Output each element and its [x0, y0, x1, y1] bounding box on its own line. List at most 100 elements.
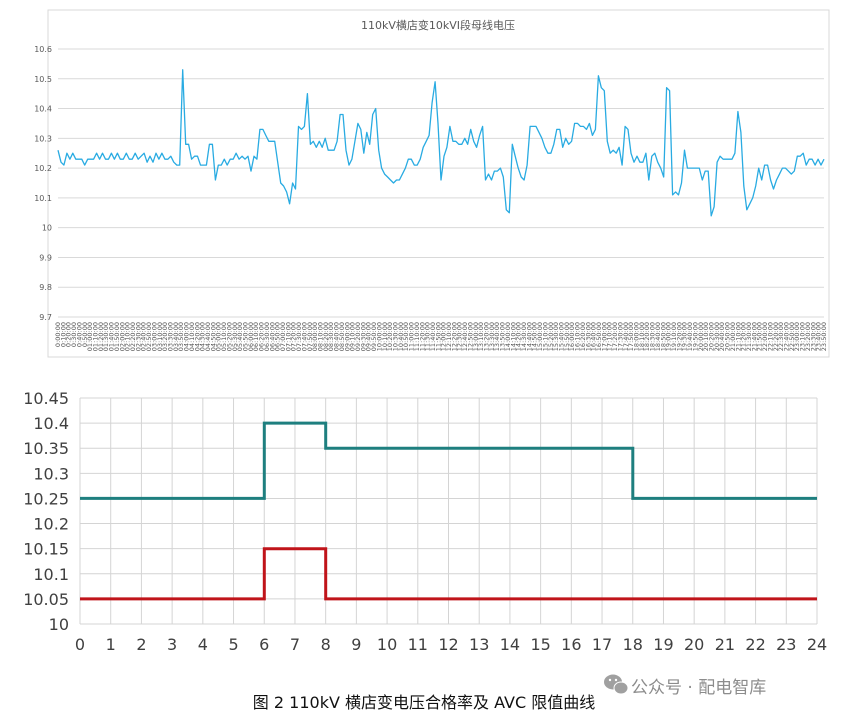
- top-x-tick-label: 11:00:00: [408, 322, 416, 351]
- top-x-tick-label: 16:40:00: [590, 322, 598, 351]
- bottom-x-tick-label: 15: [530, 635, 550, 654]
- top-x-tick-label: 22:30:00: [777, 322, 785, 351]
- top-x-tick-label: 15:30:00: [552, 322, 560, 351]
- bottom-x-tick-label: 24: [807, 635, 827, 654]
- bottom-x-tick-label: 22: [745, 635, 765, 654]
- top-x-tick-label: 07:30:00: [295, 322, 303, 351]
- top-x-tick-label: 15:50:00: [563, 322, 571, 351]
- bottom-x-tick-label: 0: [75, 635, 85, 654]
- top-x-tick-label: 22:10:00: [766, 322, 774, 351]
- top-x-tick-label: 08:20:00: [322, 322, 330, 351]
- top-x-tick-label: 13:10:00: [477, 322, 485, 351]
- top-x-tick-label: 14:20:00: [515, 322, 523, 351]
- top-x-tick-label: 21:20:00: [740, 322, 748, 351]
- bottom-x-tick-label: 10: [377, 635, 397, 654]
- bottom-x-tick-label: 17: [592, 635, 612, 654]
- top-x-tick-label: 17:50:00: [627, 322, 635, 351]
- top-chart-x-ticks: 0:00:000:10:000:20:000:30:000:40:000:50:…: [54, 322, 828, 351]
- top-x-tick-label: 08:10:00: [317, 322, 325, 351]
- top-x-tick-label: 09:00:00: [343, 322, 351, 351]
- top-x-tick-label: 08:00:00: [311, 322, 319, 351]
- bottom-y-tick-label: 10: [49, 615, 69, 634]
- top-x-tick-label: 04:20:00: [193, 322, 201, 351]
- top-x-tick-label: 10:30:00: [392, 322, 400, 351]
- top-x-tick-label: 17:30:00: [616, 322, 624, 351]
- top-x-tick-label: 17:10:00: [606, 322, 614, 351]
- top-x-tick-label: 07:20:00: [290, 322, 298, 351]
- top-x-tick-label: 20:30:00: [713, 322, 721, 351]
- top-x-tick-label: 23:00:00: [793, 322, 801, 351]
- top-x-tick-label: 03:00:00: [150, 322, 158, 351]
- bottom-x-tick-label: 8: [321, 635, 331, 654]
- top-x-tick-label: 21:40:00: [750, 322, 758, 351]
- top-x-tick-label: 18:50:00: [659, 322, 667, 351]
- top-x-tick-label: 14:40:00: [525, 322, 533, 351]
- top-x-tick-label: 06:00:00: [247, 322, 255, 351]
- upper-limit-series-line: [80, 421, 817, 500]
- top-x-tick-label: 05:00:00: [215, 322, 223, 351]
- top-x-tick-label: 18:40:00: [654, 322, 662, 351]
- top-chart-title: 110kV横店变10kVI段母线电压: [361, 18, 515, 32]
- top-x-tick-label: 15:40:00: [558, 322, 566, 351]
- top-x-tick-label: 11:10:00: [413, 322, 421, 351]
- top-x-tick-label: 01:40:00: [108, 322, 116, 351]
- top-x-tick-label: 0:10:00: [59, 322, 67, 347]
- top-x-tick-label: 02:40:00: [140, 322, 148, 351]
- top-x-tick-label: 21:00:00: [729, 322, 737, 351]
- bottom-y-tick-label: 10.1: [33, 565, 69, 584]
- bottom-x-tick-label: 23: [776, 635, 796, 654]
- top-x-tick-label: 12:20:00: [450, 322, 458, 351]
- bottom-x-tick-label: 14: [500, 635, 520, 654]
- top-x-tick-label: 01:10:00: [92, 322, 100, 351]
- bottom-x-tick-label: 3: [167, 635, 177, 654]
- top-x-tick-label: 21:50:00: [756, 322, 764, 351]
- top-x-tick-label: 21:10:00: [734, 322, 742, 351]
- top-x-tick-label: 20:10:00: [702, 322, 710, 351]
- top-x-tick-label: 19:00:00: [665, 322, 673, 351]
- top-x-tick-label: 07:10:00: [284, 322, 292, 351]
- top-y-tick-label: 10.1: [34, 194, 52, 203]
- top-x-tick-label: 0:30:00: [70, 322, 78, 347]
- bottom-chart-y-ticks: 10 10.05 10.1 10.15 10.2 10.25 10.3 10.35 10.4 10…: [23, 389, 69, 634]
- top-x-tick-label: 17:20:00: [611, 322, 619, 351]
- top-x-tick-label: 21:30:00: [745, 322, 753, 351]
- bottom-y-tick-label: 10.15: [23, 540, 69, 559]
- top-x-tick-label: 11:50:00: [434, 322, 442, 351]
- bottom-x-tick-label: 21: [715, 635, 735, 654]
- top-x-tick-label: 04:30:00: [199, 322, 207, 351]
- top-x-tick-label: 02:00:00: [118, 322, 126, 351]
- top-x-tick-label: 09:40:00: [365, 322, 373, 351]
- top-x-tick-label: 06:10:00: [252, 322, 260, 351]
- top-x-tick-label: 10:00:00: [375, 322, 383, 351]
- top-x-tick-label: 22:50:00: [788, 322, 796, 351]
- top-x-tick-label: 04:50:00: [209, 322, 217, 351]
- top-x-tick-label: 16:30:00: [584, 322, 592, 351]
- top-x-tick-label: 0:40:00: [75, 322, 83, 347]
- top-x-tick-label: 12:50:00: [467, 322, 475, 351]
- top-x-tick-label: 19:30:00: [681, 322, 689, 351]
- bottom-x-tick-label: 18: [623, 635, 643, 654]
- top-x-tick-label: 20:00:00: [697, 322, 705, 351]
- top-x-tick-label: 09:20:00: [354, 322, 362, 351]
- top-x-tick-label: 06:40:00: [268, 322, 276, 351]
- top-x-tick-label: 12:40:00: [461, 322, 469, 351]
- bottom-x-tick-label: 13: [469, 635, 489, 654]
- top-x-tick-label: 10:20:00: [386, 322, 394, 351]
- top-y-tick-label: 10.5: [34, 75, 52, 84]
- top-x-tick-label: 07:50:00: [306, 322, 314, 351]
- top-y-tick-label: 9.7: [39, 313, 52, 322]
- wechat-watermark: 公众号 · 配电智库: [604, 674, 766, 698]
- bottom-chart-gridlines: [79, 397, 818, 625]
- top-x-tick-label: 12:00:00: [440, 322, 448, 351]
- top-x-tick-label: 10:50:00: [402, 322, 410, 351]
- top-chart-frame: [47, 9, 830, 358]
- top-y-tick-label: 10: [42, 224, 52, 233]
- top-x-tick-label: 13:50:00: [499, 322, 507, 351]
- top-x-tick-label: 08:30:00: [327, 322, 335, 351]
- watermark-text: 公众号 · 配电智库: [631, 678, 766, 698]
- top-y-tick-label: 10.6: [34, 45, 52, 54]
- top-x-tick-label: 04:40:00: [204, 322, 212, 351]
- top-x-tick-label: 15:20:00: [547, 322, 555, 351]
- top-x-tick-label: 19:10:00: [670, 322, 678, 351]
